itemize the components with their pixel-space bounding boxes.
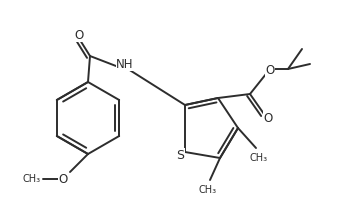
Text: CH₃: CH₃ <box>199 185 217 195</box>
Text: O: O <box>263 112 273 125</box>
Text: O: O <box>58 172 68 185</box>
Text: CH₃: CH₃ <box>23 174 41 184</box>
Text: CH₃: CH₃ <box>250 153 268 163</box>
Text: S: S <box>176 148 184 161</box>
Text: O: O <box>265 63 275 76</box>
Text: O: O <box>75 29 83 42</box>
Text: NH: NH <box>116 58 134 71</box>
